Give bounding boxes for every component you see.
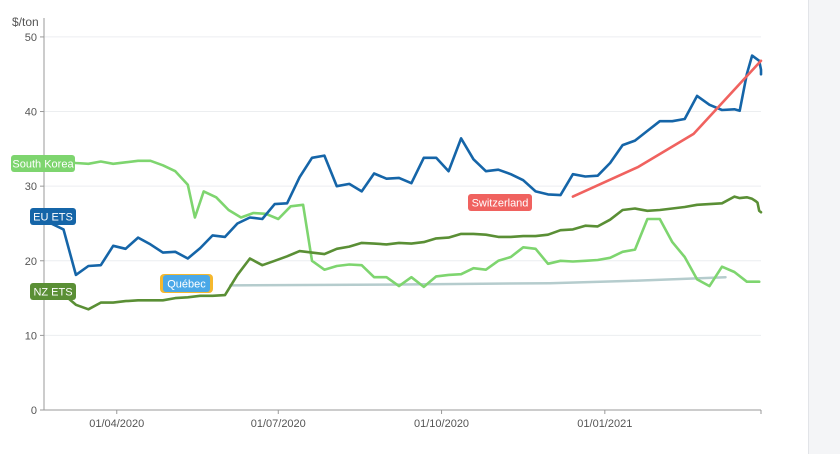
y-tick-label: 20 (25, 256, 37, 268)
series-label-box (11, 155, 75, 172)
series-label-box (468, 194, 532, 211)
y-axis-label: $/ton (12, 15, 39, 29)
series-labels: South Korea EU ETS Québec NZ ETS Switzerland (11, 155, 532, 300)
series-label-text: NZ ETS (33, 287, 72, 299)
x-tick-label: 01/04/2020 (89, 418, 144, 430)
series-line-nz-ets (49, 195, 763, 311)
series-label-eu-ets: EU ETS (30, 208, 76, 225)
y-tick-label: 50 (25, 32, 37, 44)
series-line-switzerland (571, 59, 763, 198)
series-label-text: EU ETS (33, 212, 73, 224)
y-tick-label: 0 (31, 405, 37, 417)
chart-area: 0 10 20 30 40 50 01/04/2020 01/07/2020 01/10/202… (11, 15, 763, 430)
series-label-south-korea: South Korea (11, 155, 75, 172)
series-line-eu-ets (49, 54, 763, 277)
series-label-text: Switzerland (472, 198, 529, 210)
gridlines (44, 36, 761, 336)
x-tick-label: 01/01/2021 (577, 418, 632, 430)
y-tick-label: 40 (25, 107, 37, 119)
axes: 0 10 20 30 40 50 01/04/2020 01/07/2020 01/10/202… (25, 18, 762, 430)
line-chart: 0 10 20 30 40 50 01/04/2020 01/07/2020 01/10/202… (11, 15, 763, 430)
series-label-text: South Korea (12, 159, 74, 171)
side-panel (808, 0, 840, 454)
series-lines (49, 54, 763, 311)
series-label-text: Québec (167, 279, 206, 291)
series-label-qu-bec: Québec (160, 274, 213, 293)
series-label-box (163, 275, 210, 292)
series-label-switzerland: Switzerland (468, 194, 532, 211)
series-label-box (30, 283, 76, 300)
series-line-qu-bec (229, 275, 727, 287)
series-line-south-korea (49, 159, 761, 289)
series-label-nz-ets: NZ ETS (30, 283, 76, 300)
x-tick-label: 01/07/2020 (251, 418, 306, 430)
series-label-box (30, 208, 76, 225)
y-tick-label: 10 (25, 330, 37, 342)
y-tick-label: 30 (25, 181, 37, 193)
x-tick-label: 01/10/2020 (414, 418, 469, 430)
